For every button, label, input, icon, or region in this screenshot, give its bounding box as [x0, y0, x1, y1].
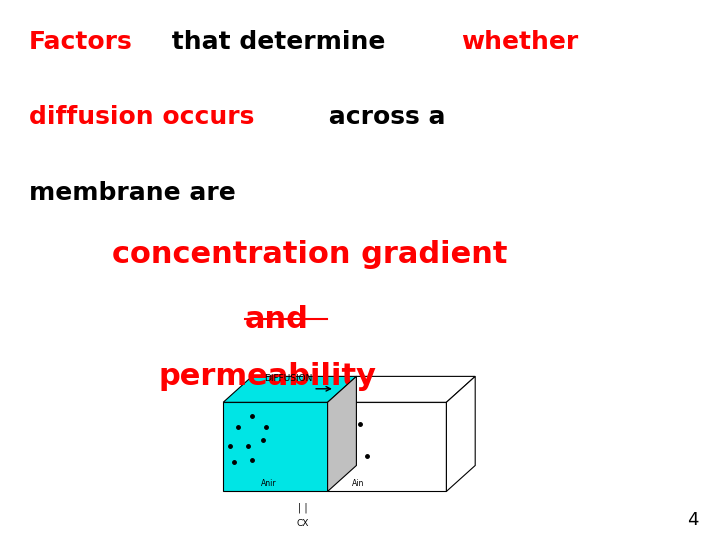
Polygon shape [328, 402, 446, 491]
Text: across a: across a [320, 105, 445, 129]
Text: DIFFUSION: DIFFUSION [264, 374, 312, 383]
Text: Ain: Ain [351, 478, 364, 488]
Polygon shape [446, 376, 475, 491]
Text: Anir: Anir [261, 478, 276, 488]
Text: whether: whether [461, 30, 578, 53]
Text: and: and [245, 305, 309, 334]
Text: membrane are: membrane are [29, 181, 235, 205]
Polygon shape [328, 376, 356, 491]
Text: permeability: permeability [158, 362, 377, 391]
Text: that determine: that determine [163, 30, 394, 53]
Text: 4: 4 [687, 511, 698, 529]
Polygon shape [223, 402, 328, 491]
Text: | |: | | [297, 502, 307, 512]
Polygon shape [223, 376, 356, 402]
Text: CX: CX [296, 519, 309, 529]
Text: concentration gradient: concentration gradient [112, 240, 507, 269]
Polygon shape [328, 376, 475, 402]
Text: diffusion occurs: diffusion occurs [29, 105, 254, 129]
Text: Factors: Factors [29, 30, 132, 53]
